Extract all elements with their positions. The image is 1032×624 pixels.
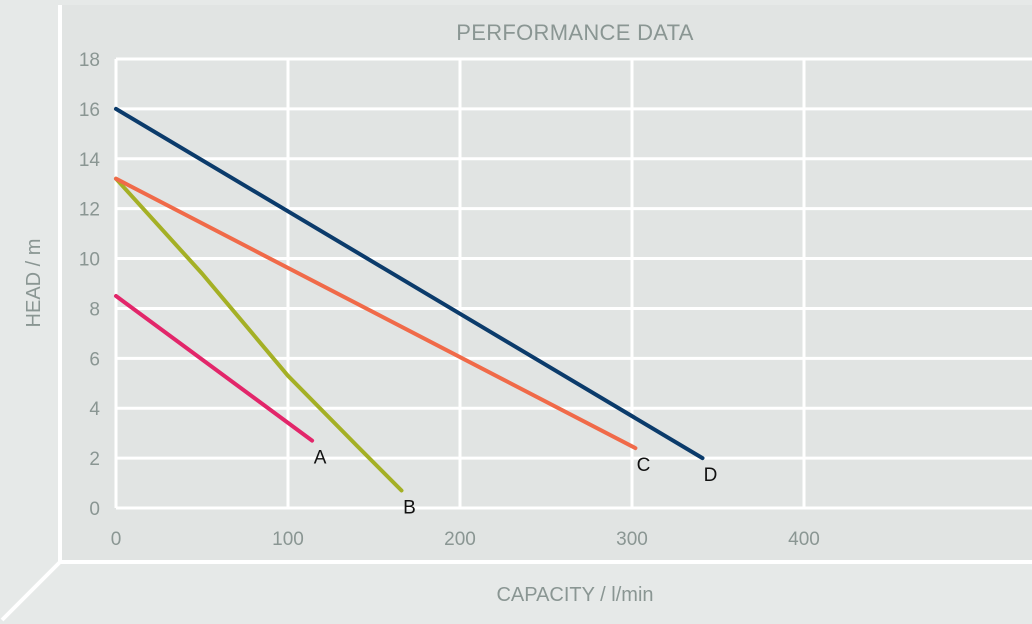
- series-label-c: C: [637, 455, 651, 476]
- y-tick-label: 4: [89, 399, 100, 420]
- tick-labels: 0 2 4 6 8 10 12 14 16 18 0 100 200 300 400: [79, 50, 820, 550]
- x-tick-label: 400: [788, 529, 820, 550]
- x-tick-label: 200: [444, 529, 476, 550]
- series-line-b: [114, 176, 404, 493]
- series-label-b: B: [403, 498, 416, 519]
- x-tick-label: 300: [616, 529, 648, 550]
- grid-lines: [114, 57, 1032, 510]
- y-tick-label: 2: [89, 449, 100, 470]
- series-labels: A B C D: [314, 448, 718, 519]
- y-tick-label: 6: [89, 349, 100, 370]
- y-tick-label: 8: [89, 299, 100, 320]
- x-tick-label: 0: [111, 529, 122, 550]
- series-line-a: [114, 294, 315, 443]
- series-label-a: A: [314, 448, 327, 469]
- back-wall: [60, 5, 1032, 562]
- chart-frame: [0, 5, 1032, 624]
- floor: [0, 562, 1032, 624]
- y-tick-label: 14: [79, 150, 101, 171]
- y-tick-label: 12: [79, 200, 100, 221]
- x-axis-label: CAPACITY / l/min: [496, 584, 653, 606]
- frame-diagonal-edge: [0, 560, 62, 622]
- y-tick-label: 0: [89, 499, 100, 520]
- series-line-c: [114, 176, 638, 451]
- y-axis-label: HEAD / m: [23, 239, 45, 328]
- x-tick-label: 100: [272, 529, 304, 550]
- series-label-d: D: [704, 465, 718, 486]
- chart-title: PERFORMANCE DATA: [456, 20, 693, 45]
- series-line-d: [114, 106, 705, 461]
- y-tick-label: 18: [79, 50, 100, 71]
- y-tick-label: 10: [79, 250, 100, 271]
- series-lines: [114, 106, 705, 493]
- y-tick-label: 16: [79, 100, 100, 121]
